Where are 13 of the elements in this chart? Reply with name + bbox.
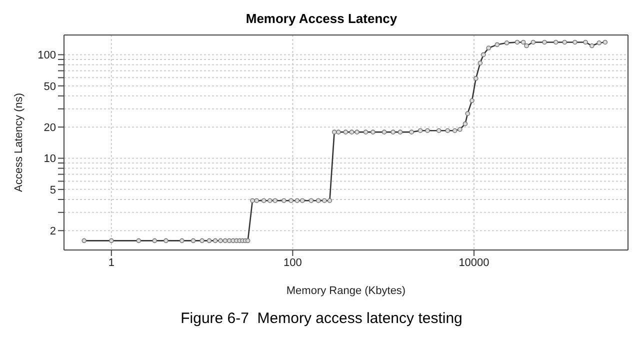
y-tick-label: 10 (44, 153, 56, 166)
y-tick-label: 2 (50, 226, 56, 238)
caption: Figure 6-7 Memory access latency testing (180, 310, 464, 327)
y-tick-label: 50 (44, 80, 56, 93)
x-axis-title: Memory Range (Kbytes) (286, 285, 406, 297)
y-tick-label: 20 (44, 122, 56, 134)
y-axis-title: Access Latency (ns) (12, 92, 25, 192)
chart-title: Memory Access Latency (244, 10, 398, 28)
x-tick-label: 1 (108, 256, 114, 269)
x-tick-label: 10000 (458, 256, 490, 269)
y-tick-label: 100 (38, 50, 56, 62)
y-tick-label: 5 (50, 184, 56, 196)
x-tick-label: 100 (284, 256, 302, 269)
